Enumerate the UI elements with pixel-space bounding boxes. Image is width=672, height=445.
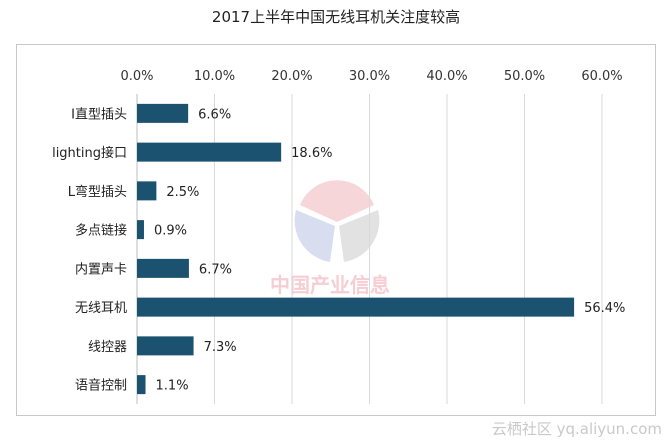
site-watermark: 云栖社区 yq.aliyun.com — [491, 420, 662, 438]
bar — [137, 103, 189, 123]
data-label: 7.3% — [204, 340, 237, 355]
data-label: 6.7% — [199, 262, 232, 277]
x-tick-label: 30.0% — [349, 69, 390, 84]
x-tick-label: 60.0% — [581, 69, 622, 84]
bar — [137, 142, 282, 162]
bar — [137, 297, 575, 317]
data-label: 1.1% — [156, 379, 189, 394]
data-label: 18.6% — [291, 146, 332, 161]
data-label: 0.9% — [154, 224, 187, 239]
category-label: 语音控制 — [75, 378, 127, 394]
x-tick-label: 40.0% — [426, 69, 467, 84]
category-label: L弯型插头 — [68, 184, 127, 200]
logo-watermark: 中国产业信息 — [270, 180, 390, 297]
data-label: 56.4% — [584, 301, 625, 316]
x-tick-label: 50.0% — [504, 69, 545, 84]
logo-text: 中国产业信息 — [270, 273, 390, 297]
x-tick-label: 20.0% — [271, 69, 312, 84]
bar — [137, 258, 189, 278]
chart-title: 2017上半年中国无线耳机关注度较高 — [211, 8, 461, 26]
x-tick-label: 10.0% — [194, 69, 235, 84]
category-label: I直型插头 — [71, 107, 127, 122]
bar — [137, 336, 194, 356]
category-label: 多点链接 — [75, 223, 127, 239]
bar — [137, 375, 146, 395]
plot-frame — [16, 44, 656, 416]
category-label: lighting接口 — [52, 145, 127, 161]
x-tick-label: 0.0% — [120, 69, 153, 84]
data-label: 2.5% — [166, 185, 199, 200]
data-label: 6.6% — [198, 107, 231, 122]
bar — [137, 220, 144, 240]
category-label: 无线耳机 — [75, 301, 127, 316]
category-label: 线控器 — [88, 340, 127, 355]
category-label: 内置声卡 — [75, 261, 127, 277]
bar — [137, 181, 157, 201]
